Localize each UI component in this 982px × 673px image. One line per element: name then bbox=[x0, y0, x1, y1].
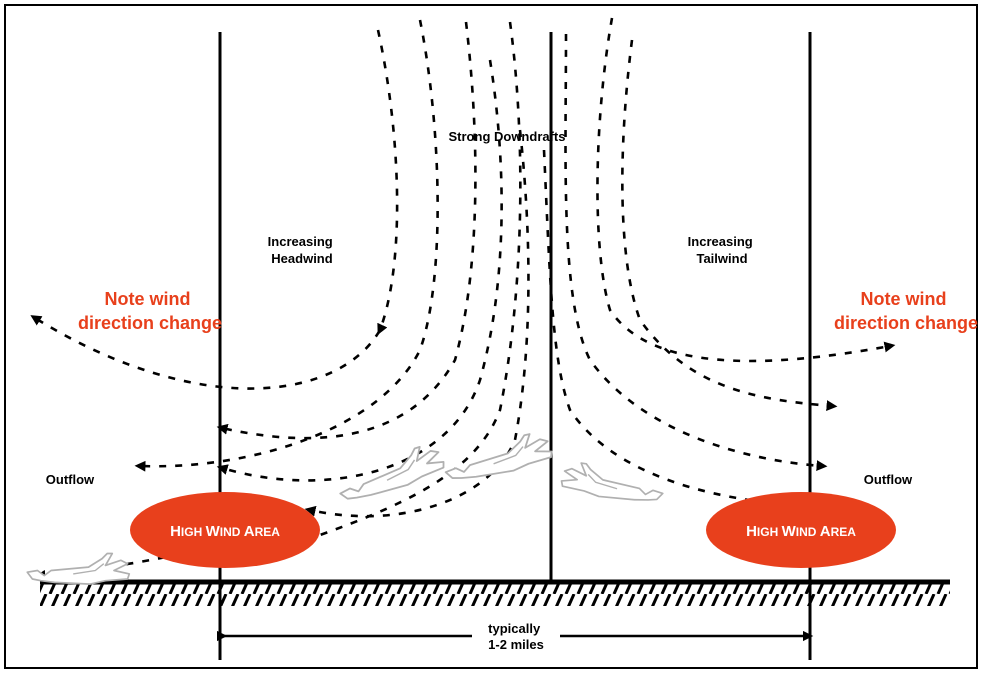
diagram-frame bbox=[4, 4, 978, 669]
svg-text:HIGH WIND AREA: HIGH WIND AREA bbox=[746, 523, 856, 540]
label-distance: typically 1-2 miles bbox=[488, 621, 544, 652]
right-downdraft-flow bbox=[542, 17, 896, 512]
airplane-silhouette-icon bbox=[559, 459, 667, 507]
airplane-silhouette-icon bbox=[440, 429, 555, 486]
airplane-silhouette-icon bbox=[333, 440, 448, 507]
high-wind-area-right: HIGH WIND AREA bbox=[706, 492, 896, 568]
label-increasing-tailwind: Increasing Tailwind bbox=[688, 234, 757, 266]
label-outflow-right: Outflow bbox=[864, 472, 913, 487]
ground bbox=[40, 579, 950, 606]
high-wind-area-left: HIGH WIND AREA bbox=[130, 492, 320, 568]
airplane-silhouette-icon bbox=[26, 552, 131, 585]
label-strong-downdrafts: Strong Downdrafts bbox=[449, 129, 566, 144]
label-note-wind-right: Note wind direction change bbox=[834, 289, 978, 333]
label-note-wind-left: Note wind direction change bbox=[78, 289, 222, 333]
svg-text:HIGH WIND AREA: HIGH WIND AREA bbox=[170, 523, 280, 540]
label-increasing-headwind: Increasing Headwind bbox=[268, 234, 337, 266]
left-downdraft-flow bbox=[30, 19, 530, 581]
label-outflow-left: Outflow bbox=[46, 472, 95, 487]
